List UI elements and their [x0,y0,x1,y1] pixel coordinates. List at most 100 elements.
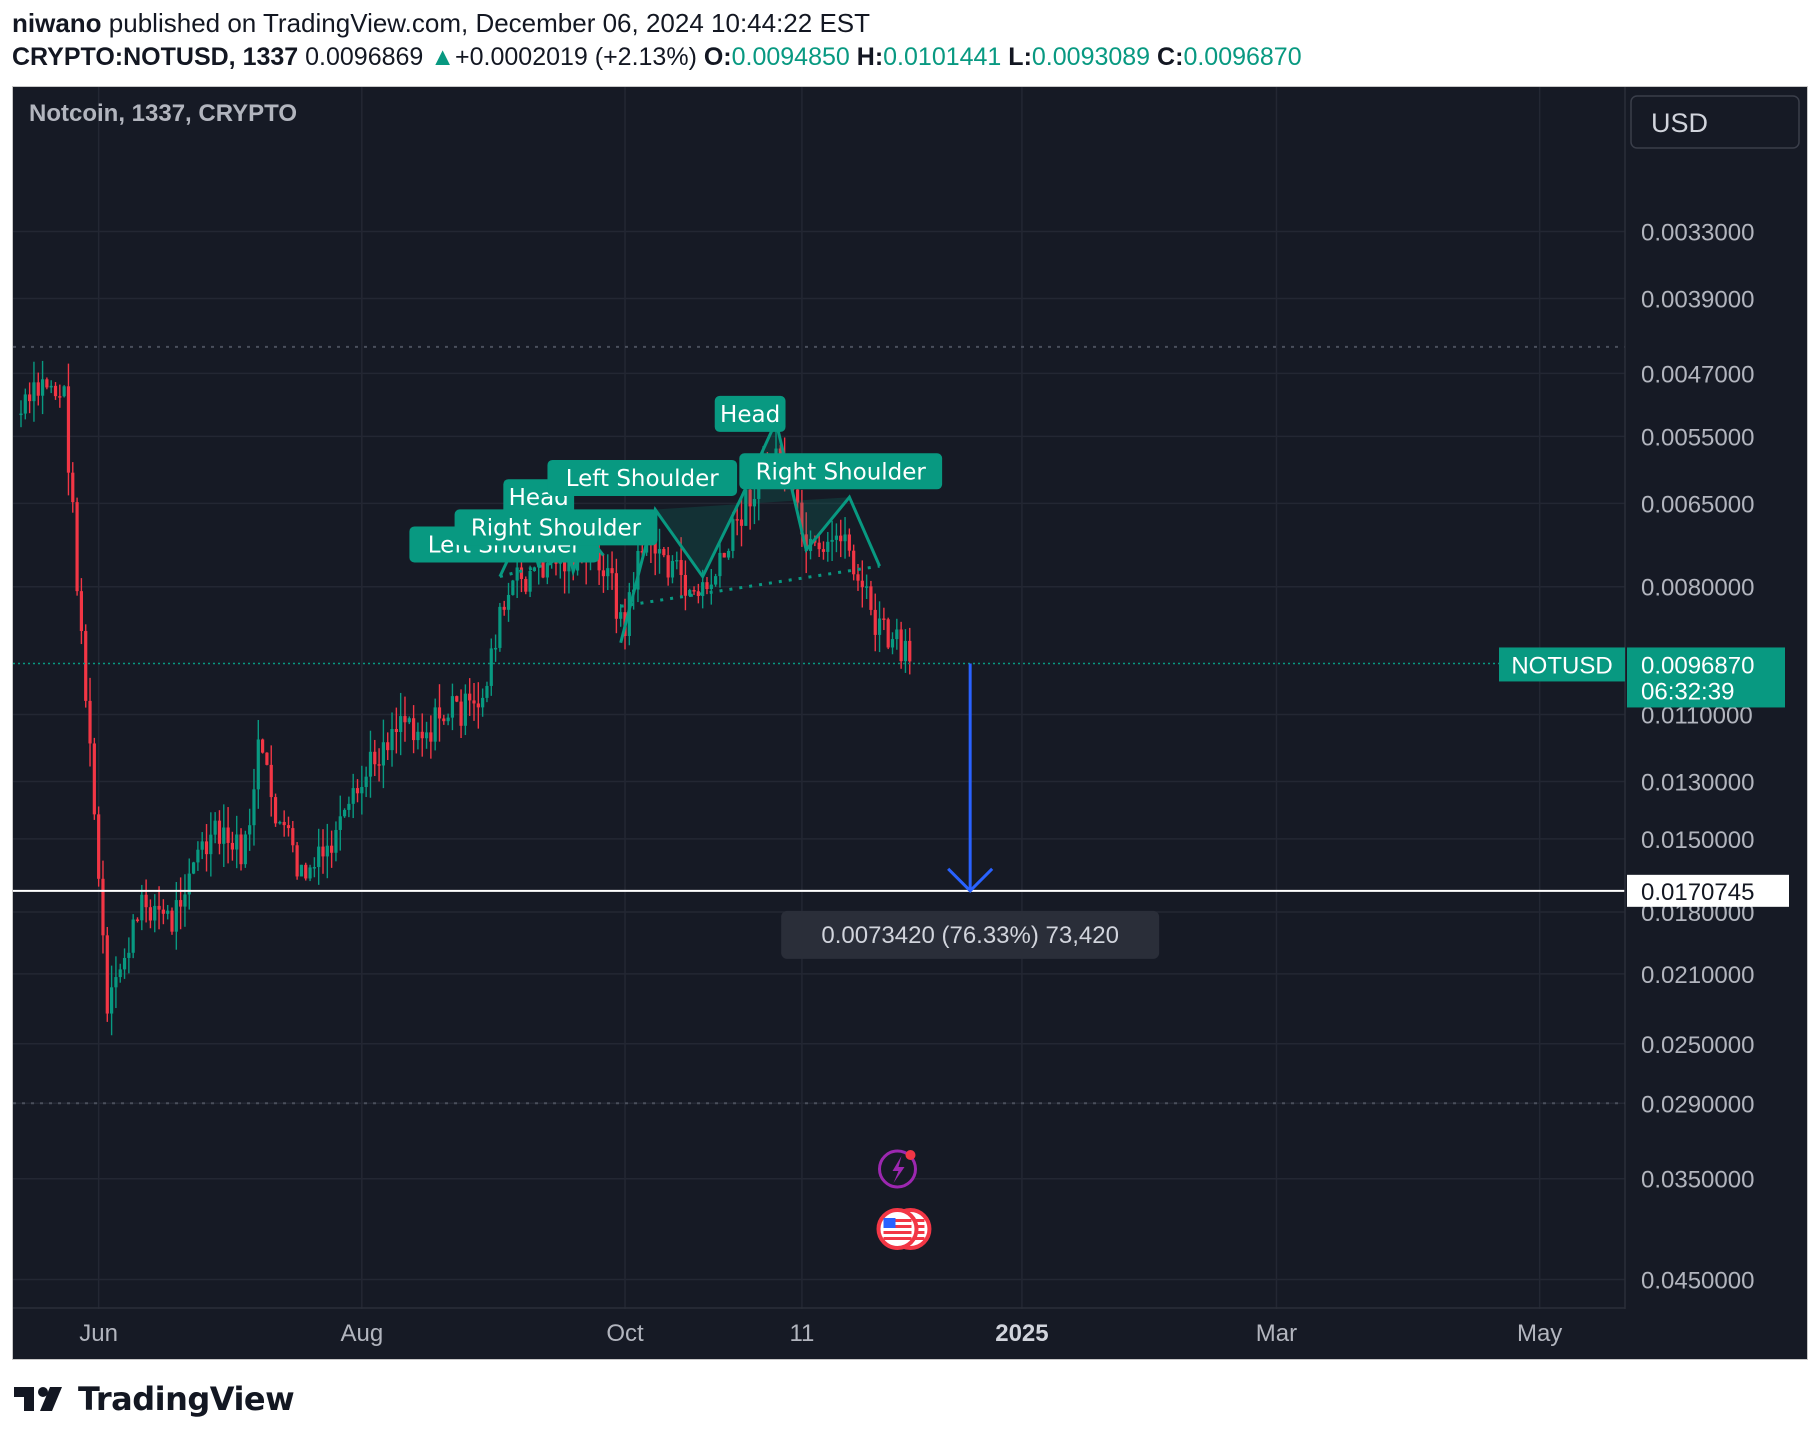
candle-body [49,385,53,388]
candle-body [209,834,213,855]
candle-body [299,864,304,877]
publish-info: niwano published on TradingView.com, Dec… [12,8,870,39]
candle-body [675,560,679,562]
price-axis-tick-label: 0.0450000 [1641,1268,1754,1295]
candle-body [390,729,394,751]
candle-body [688,590,692,596]
candle-body [908,640,912,662]
flag-stripe [883,1219,912,1222]
candle-body [895,629,899,640]
pattern-label-box [454,509,658,546]
candle-body [498,606,502,648]
candle-body [455,696,459,702]
candle-body [32,382,36,402]
candle-body [140,894,144,921]
candle-body [481,697,485,708]
candle-body [79,591,84,632]
candle-body [364,776,368,788]
candle-body [493,647,498,650]
candle-body [355,788,360,794]
candle-body [718,552,722,577]
candle-body [179,900,183,907]
open-label: O: [703,43,732,71]
candle-body [399,716,403,733]
price-axis-tick-label: 0.0250000 [1641,1032,1754,1059]
target-price-tag [1627,874,1789,907]
chart-panel[interactable]: Left Shoulder Head Right Shoulder Left Shou… [12,86,1808,1360]
candle-body [670,560,675,578]
candle-body [239,834,243,865]
candle-body [856,574,860,581]
candle-body [610,568,614,574]
candle-body [412,718,416,741]
flag-canton [883,1218,896,1228]
candle-body [882,618,886,620]
candle-body [420,731,424,739]
candle-body [489,648,493,686]
candle-body [903,640,908,662]
candle-body [19,413,23,416]
candle-body [71,472,75,503]
candle-body [726,550,731,558]
lightning-bolt-icon [892,1156,905,1183]
change-up-icon: ▲ [430,43,456,71]
candle-body [571,554,575,571]
candle-body [45,379,49,388]
candle-body [377,764,381,766]
candle-body [334,829,338,853]
candle-body [170,910,174,932]
us-flag-event-icon [876,1208,919,1250]
candle-body [424,732,429,739]
candle-body [869,586,873,610]
candle-body [890,639,895,648]
candle-body [360,787,364,794]
price-axis-tick-label: 0.0033000 [1641,219,1754,246]
candle-body [778,448,782,455]
candle-body [338,816,342,830]
candle-body [351,788,355,804]
candle-body [174,900,178,932]
candle-body [696,591,700,596]
candle-body [217,820,222,844]
candle-body [88,700,92,744]
candle-body [442,718,446,722]
candle-body [515,567,519,581]
candle-body [865,586,869,588]
candle-body [683,574,688,596]
candle-body [653,541,657,554]
candle-body [847,534,851,551]
candle-body [722,552,726,558]
candle-body [157,905,161,910]
candle-body [75,502,79,592]
candle-body [403,716,407,723]
tradingview-logo-icon [14,1387,62,1411]
candle-body [545,563,549,578]
current-price-label: 0.0096870 [1641,652,1754,679]
candle-body [834,535,839,540]
head-shoulders-fill [655,421,850,577]
candle-body [506,594,511,610]
ohlc-bar: CRYPTO:NOTUSD, 1337 0.0096869 ▲+0.000201… [12,43,1302,72]
price-axis-tick-label: 0.0130000 [1641,769,1754,796]
price-axis-tick-label: 0.0210000 [1641,962,1754,989]
candle-body [222,827,226,844]
candle-body [243,834,247,865]
candle-body [256,739,260,790]
candle-body [662,549,666,556]
measure-label-box [781,910,1160,959]
candle-body [731,519,735,551]
candle-body [196,849,200,863]
candle-body [752,498,757,507]
candle-body [97,814,101,879]
candle-body [36,382,40,396]
candle-body [640,550,644,553]
candle-body [567,554,571,572]
candle-body [28,394,32,402]
time-axis-tick-label: Oct [606,1320,644,1347]
pattern-label-text: Right Shoulder [471,515,642,541]
candle-body [23,394,27,414]
currency-button-label: USD [1651,108,1708,138]
candle-body [619,612,623,619]
author-name[interactable]: niwano [12,8,102,38]
